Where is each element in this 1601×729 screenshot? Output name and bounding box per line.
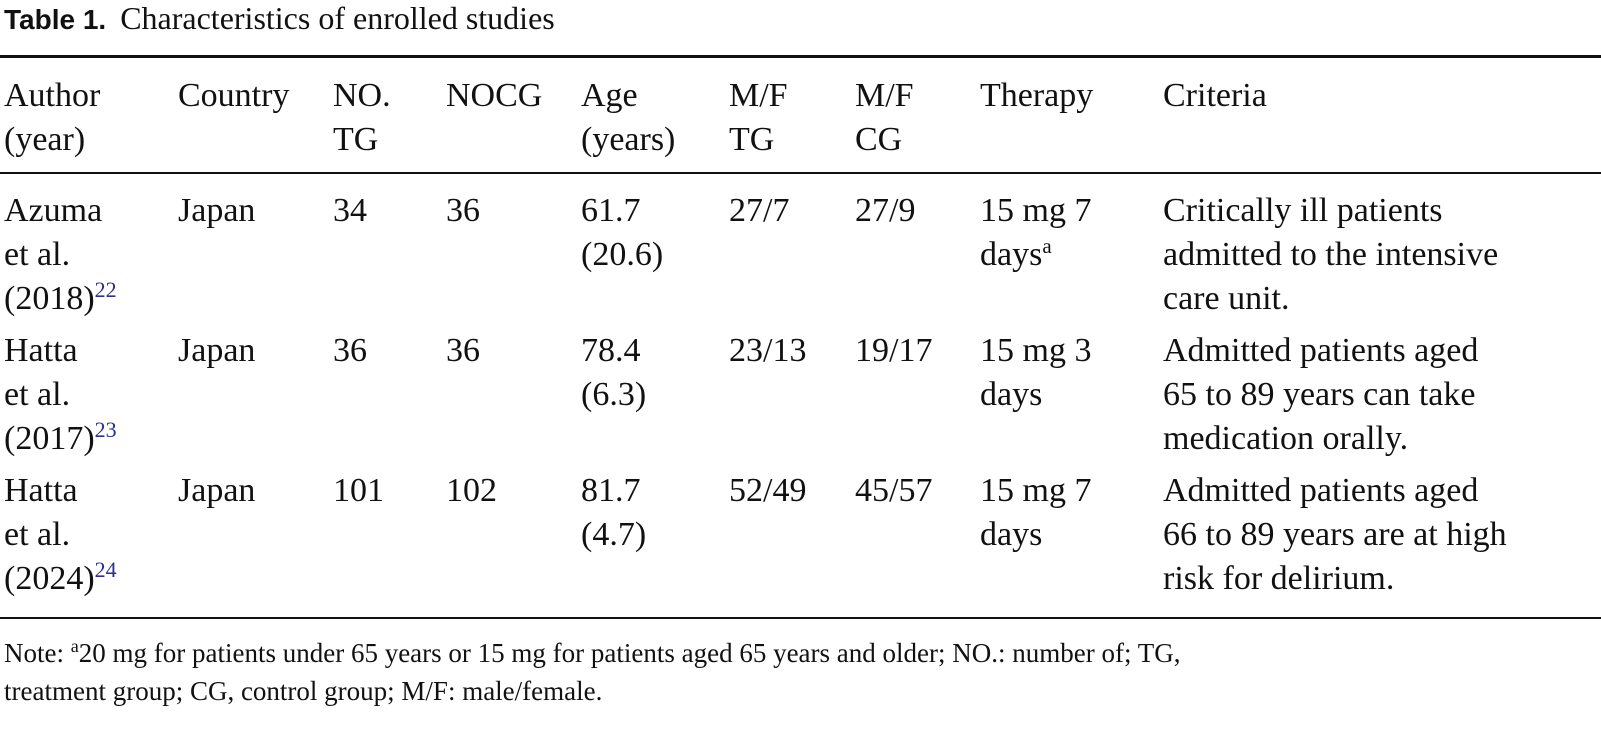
header-therapy: Therapy [980,77,1094,114]
cell-author: Azuma et al. (2018)22 [4,192,117,317]
cell-therapy: 15 mg 7 daysa [980,192,1092,273]
cell-mf-tg: 52/49 [729,472,807,509]
cell-age: 78.4 (6.3) [581,332,647,413]
header-author: Author (year) [4,77,101,158]
cell-country: Japan [178,472,256,509]
cell-no-tg: 34 [333,192,367,229]
table-note: Note: a20 mg for patients under 65 years… [4,636,1181,706]
cell-mf-cg: 45/57 [855,472,933,509]
header-no-tg: NO. TG [333,77,391,158]
cell-author: Hatta et al. (2017)23 [4,332,117,457]
table-caption: Table 1. Characteristics of enrolled stud… [4,0,555,40]
cell-country: Japan [178,332,256,369]
cell-nocg: 36 [446,192,480,229]
header-nocg: NOCG [446,77,543,114]
table-top-rule [0,55,1601,58]
cell-criteria: Critically ill patients admitted to the … [1163,192,1499,317]
cell-criteria: Admitted patients aged 66 to 89 years ar… [1163,472,1507,597]
cell-nocg: 36 [446,332,480,369]
cell-mf-tg: 23/13 [729,332,807,369]
header-criteria: Criteria [1163,77,1267,114]
table-label: Table 1. [4,4,107,35]
header-mf-tg: M/F TG [729,77,788,158]
header-country: Country [178,77,290,114]
header-mf-cg: M/F CG [855,77,914,158]
cell-no-tg: 36 [333,332,367,369]
cell-therapy: 15 mg 7 days [980,472,1092,553]
cell-age: 81.7 (4.7) [581,472,647,553]
cell-therapy: 15 mg 3 days [980,332,1092,413]
table-title: Characteristics of enrolled studies [120,0,555,36]
cell-country: Japan [178,192,256,229]
header-age: Age (years) [581,77,676,158]
reference-link[interactable]: 23 [94,417,117,442]
reference-link[interactable]: 24 [94,557,117,582]
cell-author: Hatta et al. (2024)24 [4,472,117,597]
cell-mf-tg: 27/7 [729,192,790,229]
cell-criteria: Admitted patients aged 65 to 89 years ca… [1163,332,1479,457]
footnote-marker: a [1042,234,1052,258]
cell-age: 61.7 (20.6) [581,192,664,273]
cell-mf-cg: 19/17 [855,332,933,369]
cell-mf-cg: 27/9 [855,192,916,229]
table-bottom-rule [0,617,1601,619]
cell-no-tg: 101 [333,472,384,509]
header-bottom-rule [0,172,1601,174]
reference-link[interactable]: 22 [94,277,117,302]
cell-nocg: 102 [446,472,497,509]
footnote-marker: a [70,636,79,656]
